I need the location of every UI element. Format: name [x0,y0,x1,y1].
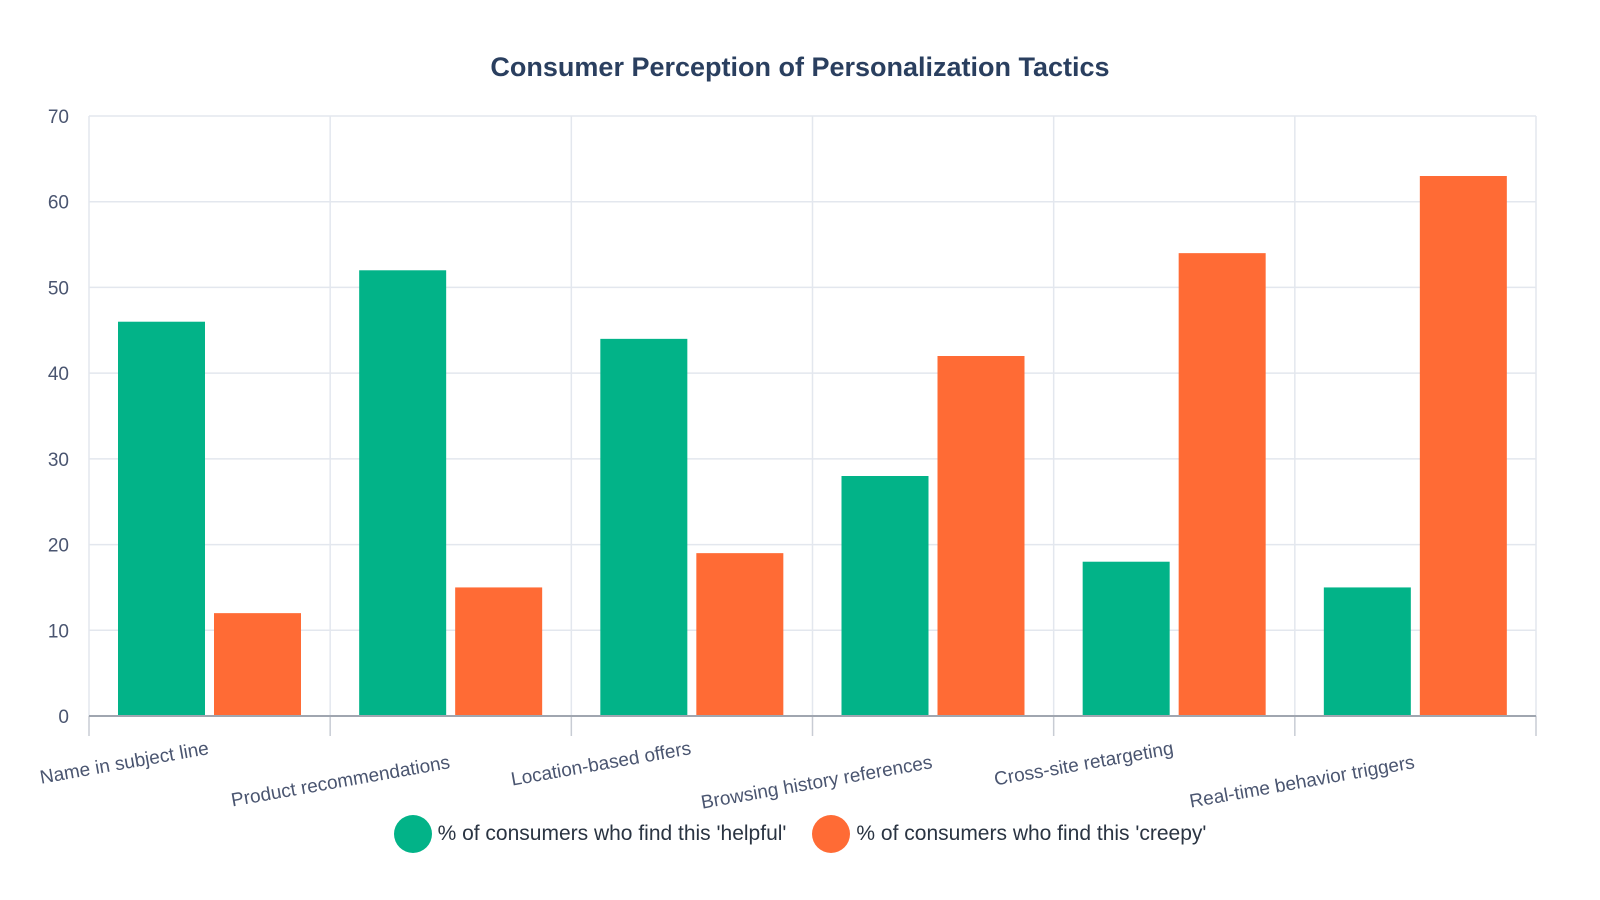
y-tick-label: 20 [48,536,69,557]
legend: % of consumers who find this 'helpful' %… [0,815,1600,853]
bar-helpful [841,476,929,716]
bar-creepy [455,587,543,716]
bar-helpful [359,270,447,716]
y-tick-label: 0 [58,707,69,728]
x-tick-label: Product recommendations [230,752,452,811]
chart-title: Consumer Perception of Personalization T… [490,52,1109,82]
legend-marker-helpful [393,815,432,853]
legend-item-helpful[interactable]: % of consumers who find this 'helpful' [393,815,787,853]
bar-helpful [600,338,688,716]
y-tick-label: 10 [48,621,69,642]
legend-label-creepy: % of consumers who find this 'creepy' [856,822,1207,845]
bar-creepy [1178,253,1266,716]
bar-helpful [1082,561,1170,716]
y-tick-label: 60 [48,193,69,214]
legend-marker-creepy [812,815,851,853]
bar-creepy [696,553,784,716]
x-tick-label: Real-time behavior triggers [1188,752,1416,812]
bar-creepy [937,356,1025,716]
bar-creepy [214,613,301,716]
x-tick-label: Location-based offers [510,738,693,790]
y-tick-label: 40 [48,364,69,385]
bar-helpful [118,321,205,716]
x-tick-label: Name in subject line [38,738,210,788]
x-tick-label: Cross-site retargeting [993,738,1176,790]
x-tick-label: Browsing history references [699,752,934,813]
legend-label-helpful: % of consumers who find this 'helpful' [437,822,787,845]
y-tick-label: 70 [48,107,69,128]
bar-creepy [1419,176,1507,716]
gridlines [88,115,1537,716]
bars [118,176,1507,716]
y-tick-label: 50 [48,278,69,299]
legend-item-creepy[interactable]: % of consumers who find this 'creepy' [812,815,1206,853]
y-tick-label: 30 [48,450,69,471]
bar-helpful [1323,587,1411,716]
